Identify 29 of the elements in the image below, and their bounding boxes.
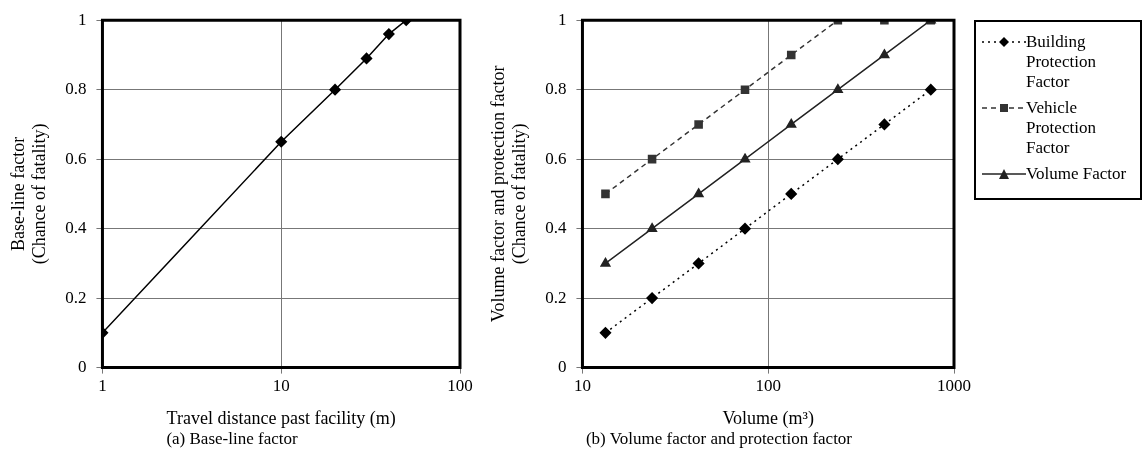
y-tick-label: 0 (77, 357, 87, 377)
y-tick-label: 0.4 (65, 218, 87, 238)
y-tick-label: 0.4 (545, 218, 567, 238)
x-tick-label: 1 (98, 376, 107, 396)
y-tick-label: 0.2 (545, 287, 567, 307)
text: (b) Volume factor and protection factor (585, 429, 853, 449)
text: Volume factor and protection factor (487, 65, 508, 323)
y-tick-label: 0.8 (545, 79, 567, 99)
y-tick-label: 0.6 (65, 148, 87, 168)
x-tick-label: 100 (755, 376, 781, 396)
x-axis-title: Volume (m³) (722, 407, 815, 429)
y-tick-label: 1 (77, 9, 87, 29)
x-tick-label: 10 (272, 376, 290, 396)
text: Base-line factor (7, 136, 28, 252)
x-tick-label: 100 (447, 376, 473, 396)
text: (a) Base-line factor (166, 429, 298, 449)
y-tick-label: 0 (557, 357, 567, 377)
y-tick-label: 1 (557, 9, 567, 29)
text: (Chance of fatality) (509, 123, 530, 265)
legend-label: Volume Factor (1026, 164, 1127, 184)
legend-label: Vehicle Protection Factor (1026, 98, 1097, 158)
x-tick-label: 10 (573, 376, 591, 396)
y-tick-label: 0.2 (65, 287, 87, 307)
x-axis-title: Travel distance past facility (m) (166, 407, 396, 429)
x-tick-label: 1000 (937, 376, 971, 396)
y-tick-label: 0.8 (65, 79, 87, 99)
text: (Chance of fatality) (29, 123, 50, 265)
y-tick-label: 0.6 (545, 148, 567, 168)
legend-label: Building Protection Factor (1026, 32, 1097, 92)
